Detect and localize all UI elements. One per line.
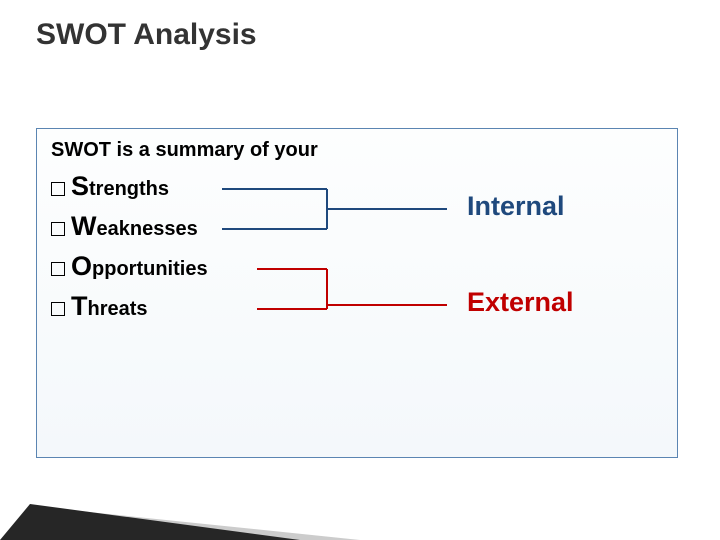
item-rest: eaknesses [96,218,197,240]
slide-title: SWOT Analysis [36,18,257,52]
intro-text: SWOT is a summary of your [51,139,318,162]
item-first-letter: S [71,171,89,201]
item-rest: trengths [89,178,169,200]
label-internal: Internal [467,191,565,222]
item-opportunities: Opportunities [51,251,208,282]
square-bullet-icon [51,262,65,276]
item-strengths: Strengths [51,171,169,202]
item-weaknesses: Weaknesses [51,211,198,242]
square-bullet-icon [51,302,65,316]
item-threats: Threats [51,291,148,322]
decor-wedge-icon [0,470,360,540]
label-external: External [467,287,574,318]
item-rest: hreats [88,298,148,320]
item-first-letter: O [71,251,92,281]
item-first-letter: W [71,211,96,241]
item-first-letter: T [71,291,88,321]
item-rest: pportunities [92,258,208,280]
square-bullet-icon [51,182,65,196]
content-box: SWOT is a summary of your Strengths Weak… [36,128,678,458]
square-bullet-icon [51,222,65,236]
